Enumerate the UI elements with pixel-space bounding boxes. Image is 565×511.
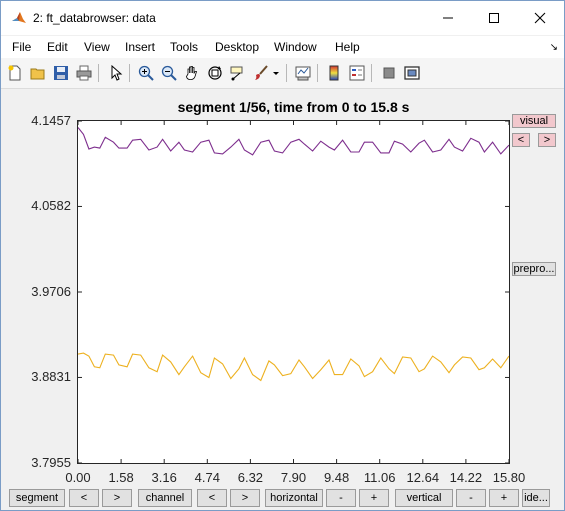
toolbar-separator bbox=[98, 64, 99, 82]
brush-dropdown-icon[interactable] bbox=[271, 63, 281, 83]
menu-desktop[interactable]: Desktop bbox=[215, 40, 260, 54]
menu-window[interactable]: Window bbox=[274, 40, 317, 54]
menu-view[interactable]: View bbox=[84, 40, 110, 54]
zoom-in-icon[interactable] bbox=[136, 63, 156, 83]
insert-legend-icon[interactable] bbox=[347, 63, 367, 83]
insert-colorbar-icon[interactable] bbox=[324, 63, 344, 83]
axis-tick-marks bbox=[78, 121, 509, 463]
menubar-dock-arrow-icon[interactable]: ↘ bbox=[549, 42, 558, 53]
x-tick-label: 0.00 bbox=[65, 470, 91, 485]
new-figure-icon[interactable] bbox=[5, 63, 25, 83]
plot-axes[interactable] bbox=[77, 120, 510, 464]
x-tick-label: 4.74 bbox=[194, 470, 220, 485]
channel-prev-button[interactable]: < bbox=[197, 489, 227, 507]
plot-title: segment 1/56, time from 0 to 15.8 s bbox=[177, 99, 410, 115]
y-tick-label: 4.0582 bbox=[31, 198, 71, 214]
brush-icon[interactable] bbox=[251, 63, 271, 83]
series-line-2 bbox=[78, 352, 509, 382]
y-tick-label: 3.8831 bbox=[31, 369, 71, 385]
y-tick-label: 3.9706 bbox=[31, 284, 71, 299]
vertical-label-button[interactable]: vertical bbox=[395, 489, 453, 507]
series-line-1 bbox=[78, 127, 509, 156]
visual-next-button[interactable]: > bbox=[538, 133, 556, 147]
y-tick-label: 4.1457 bbox=[31, 113, 71, 128]
x-tick-label: 1.58 bbox=[108, 470, 134, 485]
minimize-icon bbox=[443, 17, 453, 19]
menu-edit[interactable]: Edit bbox=[47, 40, 68, 54]
x-tick-label: 12.64 bbox=[406, 470, 440, 485]
toolbar-separator bbox=[317, 64, 318, 82]
window-title: 2: ft_databrowser: data bbox=[33, 11, 156, 25]
channel-label-button[interactable]: channel bbox=[138, 489, 192, 507]
x-tick-label: 15.80 bbox=[492, 470, 526, 485]
horizontal-plus-button[interactable]: + bbox=[359, 489, 389, 507]
figure-toolbar bbox=[1, 58, 564, 89]
y-tick-label: 3.7955 bbox=[31, 455, 71, 470]
preproc-button[interactable]: prepro... bbox=[512, 262, 556, 276]
segment-next-button[interactable]: > bbox=[102, 489, 132, 507]
visual-button[interactable]: visual bbox=[512, 114, 556, 128]
plot-area bbox=[78, 121, 509, 463]
x-tick-label: 9.48 bbox=[323, 470, 350, 485]
title-bar[interactable]: 2: ft_databrowser: data bbox=[1, 1, 564, 35]
horizontal-minus-button[interactable]: - bbox=[326, 489, 356, 507]
channel-next-button[interactable]: > bbox=[230, 489, 260, 507]
show-plot-tools-icon[interactable] bbox=[402, 63, 422, 83]
x-tick-label: 7.90 bbox=[280, 470, 307, 485]
maximize-icon bbox=[489, 13, 499, 23]
segment-prev-button[interactable]: < bbox=[69, 489, 99, 507]
visual-prev-button[interactable]: < bbox=[512, 133, 530, 147]
link-plot-icon[interactable] bbox=[293, 63, 313, 83]
zoom-out-icon[interactable] bbox=[159, 63, 179, 83]
toolbar-separator bbox=[286, 64, 287, 82]
rotate-3d-icon[interactable] bbox=[205, 63, 225, 83]
menu-insert[interactable]: Insert bbox=[125, 40, 156, 54]
close-button[interactable] bbox=[517, 1, 563, 35]
print-icon[interactable] bbox=[74, 63, 94, 83]
open-file-icon[interactable] bbox=[28, 63, 48, 83]
segment-label-button[interactable]: segment bbox=[9, 489, 65, 507]
toolbar-separator bbox=[371, 64, 372, 82]
minimize-button[interactable] bbox=[425, 1, 471, 35]
menu-tools[interactable]: Tools bbox=[170, 40, 199, 54]
hide-plot-tools-icon[interactable] bbox=[379, 63, 399, 83]
pointer-icon[interactable] bbox=[105, 63, 125, 83]
menu-bar: File Edit View Insert Tools Desktop Wind… bbox=[1, 36, 564, 58]
identify-button[interactable]: ide... bbox=[522, 489, 550, 507]
x-tick-label: 11.06 bbox=[363, 470, 396, 485]
menu-help[interactable]: Help bbox=[335, 40, 360, 54]
matlab-logo-icon bbox=[12, 12, 26, 23]
vertical-minus-button[interactable]: - bbox=[456, 489, 486, 507]
pan-hand-icon[interactable] bbox=[182, 63, 202, 83]
close-icon bbox=[534, 12, 546, 24]
maximize-button[interactable] bbox=[471, 1, 517, 35]
save-icon[interactable] bbox=[51, 63, 71, 83]
horizontal-label-button[interactable]: horizontal bbox=[265, 489, 323, 507]
vertical-plus-button[interactable]: + bbox=[489, 489, 519, 507]
menu-file[interactable]: File bbox=[12, 40, 32, 54]
toolbar-separator bbox=[129, 64, 130, 82]
x-tick-label: 6.32 bbox=[237, 470, 264, 485]
data-cursor-icon[interactable] bbox=[228, 63, 248, 83]
x-tick-label: 3.16 bbox=[151, 470, 177, 485]
x-tick-label: 14.22 bbox=[449, 470, 483, 485]
